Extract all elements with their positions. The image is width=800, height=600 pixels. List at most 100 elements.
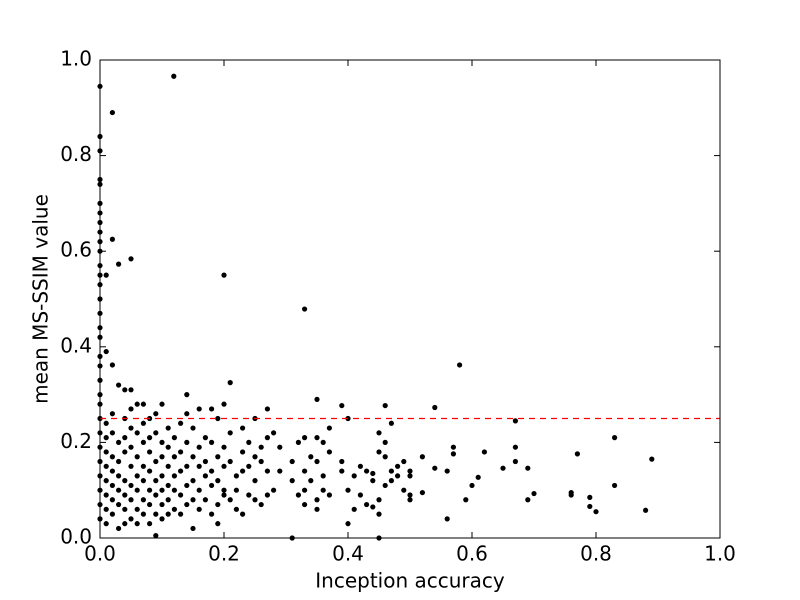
point [395, 463, 401, 469]
point [302, 435, 308, 441]
point [140, 420, 146, 426]
point [159, 439, 165, 445]
point [178, 449, 184, 455]
point [258, 501, 264, 508]
point [159, 516, 165, 522]
point [171, 473, 177, 479]
point [153, 533, 159, 539]
point [475, 474, 481, 480]
point [128, 444, 134, 450]
point [209, 439, 215, 445]
point [295, 492, 301, 498]
point [568, 492, 574, 498]
point [240, 425, 246, 431]
point [109, 482, 115, 489]
point [357, 492, 363, 498]
point [116, 473, 122, 479]
point [140, 401, 146, 407]
point [252, 497, 258, 503]
point [512, 444, 519, 450]
point [277, 444, 283, 450]
point [215, 415, 221, 422]
point [178, 511, 184, 517]
point [134, 454, 140, 460]
point [165, 511, 171, 517]
point [227, 458, 233, 465]
point [512, 418, 519, 424]
point [147, 435, 153, 441]
point [128, 497, 134, 503]
x-tick-label: 0.2 [208, 542, 240, 566]
point [109, 362, 115, 368]
y-tick-label: 0.0 [60, 525, 92, 549]
point [209, 482, 215, 489]
point [140, 439, 146, 445]
point [227, 430, 233, 436]
point [302, 487, 308, 493]
point [227, 497, 233, 503]
point [122, 506, 128, 512]
point [407, 468, 413, 474]
point [109, 511, 115, 517]
point [450, 444, 456, 450]
point [246, 463, 252, 469]
point [184, 439, 190, 445]
y-tick-label: 0.8 [60, 142, 92, 166]
point [109, 411, 115, 417]
point [382, 439, 388, 445]
point [134, 487, 140, 493]
point [227, 380, 233, 386]
point [401, 487, 407, 493]
point [258, 458, 264, 465]
point [302, 468, 308, 474]
point [116, 458, 122, 465]
point [134, 506, 140, 512]
point [587, 503, 593, 510]
point [153, 430, 159, 436]
point [128, 463, 134, 469]
point [382, 454, 388, 460]
point [264, 406, 270, 412]
point [240, 511, 246, 517]
point [339, 402, 345, 409]
point [308, 454, 314, 460]
point [382, 482, 388, 489]
point [221, 487, 227, 493]
point [432, 465, 438, 471]
point [202, 497, 208, 503]
point [190, 478, 196, 484]
point [122, 478, 128, 484]
x-tick-label: 0.8 [580, 542, 612, 566]
point [178, 420, 184, 426]
y-tick-label: 0.6 [60, 238, 92, 262]
point [444, 516, 450, 522]
point [314, 506, 320, 512]
point [103, 420, 109, 426]
point [140, 478, 146, 484]
point [103, 506, 109, 512]
point [116, 487, 122, 493]
point [147, 449, 153, 455]
point [376, 449, 382, 455]
point [364, 501, 370, 508]
point [153, 411, 159, 417]
point [190, 525, 196, 532]
point [128, 256, 134, 262]
point [277, 468, 283, 474]
point [233, 506, 239, 512]
point [388, 420, 394, 426]
point [134, 473, 140, 479]
point [593, 509, 599, 515]
point [289, 458, 295, 465]
point [116, 382, 122, 388]
point [128, 482, 134, 489]
point [351, 506, 357, 512]
point [320, 439, 326, 445]
point [122, 521, 128, 527]
point [314, 497, 320, 503]
point [171, 454, 177, 460]
point [153, 511, 159, 517]
point [109, 468, 115, 474]
point [147, 501, 153, 508]
